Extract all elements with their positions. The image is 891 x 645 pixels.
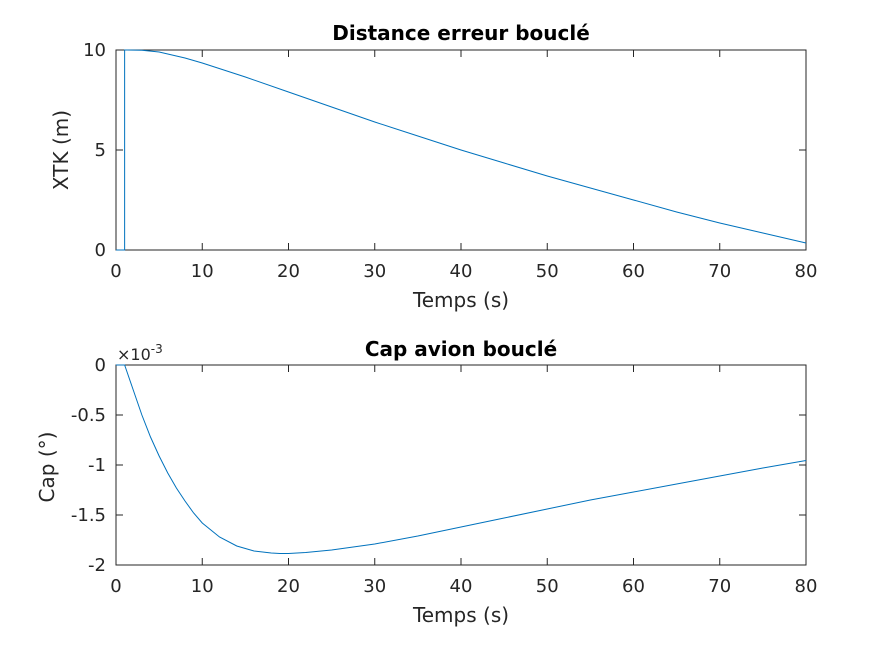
y-tick-label: -2 [88, 555, 106, 576]
x-tick-label: 70 [708, 261, 731, 282]
ticks: 0 10 20 30 40 50 60 70 80 -2 -1.5 -1 -0.5 0 [71, 355, 818, 597]
x-tick-label: 80 [795, 576, 818, 597]
subplot-top: Distance erreur bouclé 0 10 20 30 40 50 60 70 80… [49, 21, 817, 312]
x-tick-label: 80 [795, 261, 818, 282]
y-tick-label: -1.5 [71, 505, 106, 526]
y-axis-label: Cap (°) [35, 432, 59, 503]
x-tick-label: 60 [622, 261, 645, 282]
x-tick-label: 40 [450, 576, 473, 597]
y-tick-label: 5 [95, 140, 106, 161]
series-line [116, 364, 807, 554]
x-tick-label: 70 [708, 576, 731, 597]
x-tick-label: 0 [110, 576, 121, 597]
x-tick-label: 10 [191, 576, 214, 597]
y-tick-label: 10 [83, 40, 106, 61]
x-tick-label: 30 [363, 576, 386, 597]
x-tick-label: 50 [536, 576, 559, 597]
y-multiplier-exponent: -3 [151, 342, 163, 356]
ticks: 0 10 20 30 40 50 60 70 80 0 5 10 [83, 40, 817, 282]
x-axis-label: Temps (s) [412, 288, 509, 312]
x-tick-label: 20 [277, 576, 300, 597]
x-tick-label: 0 [110, 261, 121, 282]
x-axis-label: Temps (s) [412, 603, 509, 627]
y-tick-label: -1 [88, 455, 106, 476]
chart-title: Distance erreur bouclé [332, 21, 590, 45]
x-tick-label: 60 [622, 576, 645, 597]
y-multiplier-base: ×10 [117, 345, 151, 364]
y-multiplier: ×10-3 [117, 342, 163, 364]
x-tick-label: 30 [363, 261, 386, 282]
x-tick-label: 40 [450, 261, 473, 282]
x-tick-label: 20 [277, 261, 300, 282]
y-tick-label: 0 [95, 355, 106, 376]
x-tick-label: 10 [191, 261, 214, 282]
y-tick-label: 0 [95, 240, 106, 261]
chart-title: Cap avion bouclé [365, 337, 557, 361]
plot-area [115, 364, 807, 566]
x-tick-label: 50 [536, 261, 559, 282]
y-axis-label: XTK (m) [49, 110, 73, 190]
subplot-bottom: Cap avion bouclé 0 10 20 30 40 50 60 70 80 -2 -1.5… [35, 337, 817, 627]
series-line [116, 49, 807, 251]
y-tick-label: -0.5 [71, 405, 106, 426]
